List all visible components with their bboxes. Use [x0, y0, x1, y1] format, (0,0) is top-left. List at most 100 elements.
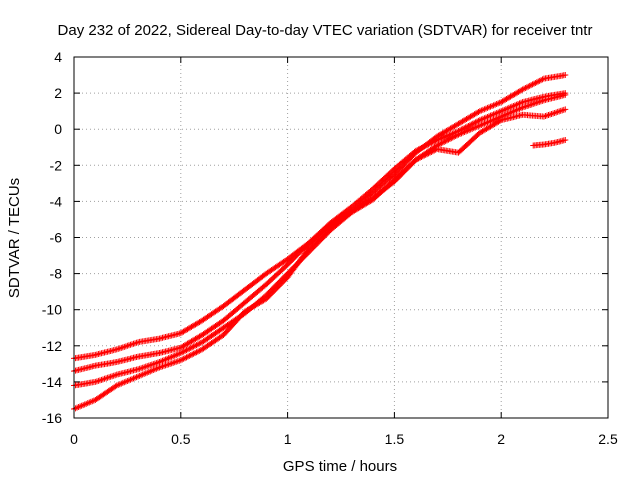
data-point	[414, 147, 421, 154]
data-point	[419, 153, 426, 160]
data-point	[496, 117, 503, 124]
y-tick-label: -14	[42, 374, 62, 390]
data-point	[92, 378, 99, 385]
data-point	[536, 98, 543, 105]
data-point	[548, 110, 555, 117]
data-point	[183, 347, 190, 354]
data-point	[136, 365, 143, 372]
data-point	[95, 377, 102, 384]
data-point	[415, 146, 422, 153]
data-point	[101, 375, 108, 382]
data-point	[441, 138, 448, 145]
data-point	[523, 84, 530, 91]
data-point	[525, 102, 532, 109]
data-point	[121, 343, 128, 350]
data-point	[465, 122, 472, 129]
data-point	[412, 147, 419, 154]
y-tick-label: 0	[54, 121, 62, 137]
data-point	[534, 99, 541, 106]
x-tick-label: 0	[70, 431, 78, 447]
data-point	[469, 120, 476, 127]
data-point	[145, 362, 152, 369]
data-point	[535, 78, 542, 85]
data-point	[118, 344, 125, 351]
data-point	[557, 107, 564, 114]
data-point	[431, 138, 438, 145]
data-point	[192, 342, 199, 349]
data-point	[527, 101, 534, 108]
data-point	[421, 152, 428, 159]
data-point	[466, 122, 473, 129]
data-point	[533, 99, 540, 106]
data-point	[165, 361, 172, 368]
data-point	[427, 149, 433, 156]
data-point	[421, 143, 428, 150]
data-point	[444, 137, 451, 144]
data-point	[417, 145, 424, 152]
data-point	[428, 148, 435, 155]
data-point	[520, 85, 527, 92]
data-point	[98, 376, 105, 383]
data-point	[422, 151, 429, 158]
data-point	[445, 136, 452, 143]
data-point	[182, 355, 189, 362]
data-point	[530, 80, 537, 87]
series-track-2	[71, 90, 569, 375]
data-point	[554, 108, 561, 115]
data-point	[130, 340, 137, 347]
x-tick-label: 2.5	[598, 431, 618, 447]
data-point	[187, 344, 194, 351]
data-point	[138, 365, 145, 372]
data-point	[562, 72, 569, 79]
data-point	[429, 148, 436, 155]
data-point	[542, 113, 549, 120]
data-point	[556, 108, 563, 115]
data-point	[115, 345, 122, 352]
data-point	[448, 135, 455, 142]
data-point	[186, 345, 193, 352]
series-track-5	[530, 137, 569, 149]
data-point	[190, 350, 197, 357]
y-tick-label: 4	[54, 49, 62, 65]
data-point	[452, 133, 459, 140]
data-point	[122, 343, 129, 350]
data-point	[125, 342, 132, 349]
data-point	[530, 100, 537, 107]
data-point	[184, 346, 191, 353]
data-point	[537, 98, 544, 105]
x-tick-label: 1.5	[385, 431, 405, 447]
data-point	[431, 147, 438, 154]
data-point	[519, 86, 526, 93]
data-point	[177, 350, 184, 357]
data-point	[151, 360, 158, 367]
data-point	[446, 135, 453, 142]
y-tick-label: -2	[50, 157, 63, 173]
series-track-4	[71, 106, 569, 412]
x-axis-label: GPS time / hours	[283, 458, 397, 475]
data-point	[428, 139, 435, 146]
data-point	[473, 118, 480, 125]
data-point	[424, 142, 431, 149]
data-point	[164, 361, 171, 368]
data-point	[418, 153, 425, 160]
data-point	[196, 347, 203, 354]
data-point	[417, 154, 424, 161]
data-point	[193, 349, 200, 356]
data-point	[189, 351, 196, 358]
data-point	[189, 344, 196, 351]
data-point	[186, 352, 193, 359]
data-point	[184, 353, 191, 360]
data-point	[167, 360, 174, 367]
data-point	[562, 137, 569, 144]
y-tick-label: -16	[42, 410, 62, 426]
data-point	[543, 112, 550, 119]
data-point	[533, 79, 540, 86]
data-point	[124, 342, 131, 349]
data-point	[438, 140, 445, 147]
data-point	[432, 137, 439, 144]
data-point	[96, 377, 103, 384]
data-point	[179, 356, 186, 363]
data-point	[180, 348, 187, 355]
data-point	[454, 132, 461, 139]
data-point	[522, 85, 529, 92]
